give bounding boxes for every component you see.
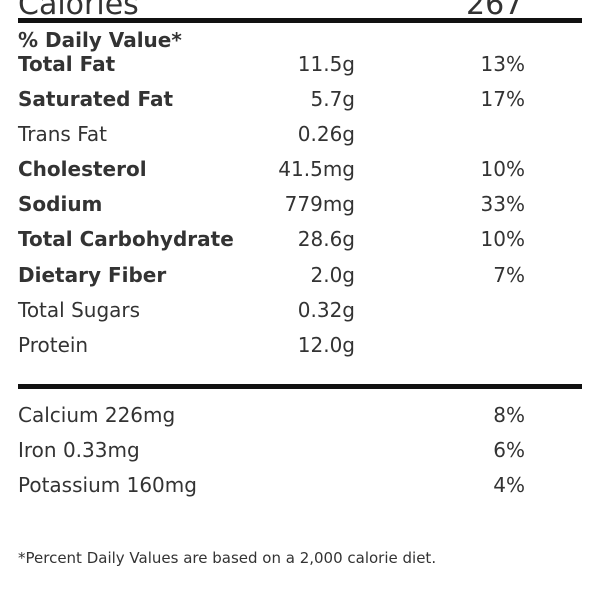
nutrient-name: Dietary Fiber — [18, 262, 167, 287]
calories-row: Calories 267 — [18, 0, 582, 22]
nutrient-name: Total Carbohydrate — [18, 227, 234, 252]
nutrient-daily-value: 7% — [493, 262, 525, 287]
nutrient-row-dietary-fiber: Dietary Fiber 2.0g 7% — [18, 261, 582, 296]
nutrient-amount: 12.0g — [297, 332, 355, 357]
top-divider — [18, 18, 582, 23]
nutrient-daily-value: 13% — [480, 52, 525, 76]
nutrient-row-total-carbohydrate: Total Carbohydrate 28.6g 10% — [18, 225, 582, 260]
mineral-name: Iron 0.33mg — [18, 438, 140, 463]
mineral-daily-value: 6% — [493, 438, 525, 463]
nutrient-amount: 0.26g — [297, 122, 355, 147]
daily-value-header: % Daily Value* — [18, 28, 182, 52]
mineral-daily-value: 8% — [493, 403, 525, 427]
nutrient-name: Total Sugars — [18, 297, 141, 322]
nutrient-row-total-sugars: Total Sugars 0.32g — [18, 296, 582, 331]
nutrient-list: Total Fat 11.5g 13% Saturated Fat 5.7g 1… — [18, 50, 582, 366]
mineral-row-potassium: Potassium 160mg 4% — [18, 471, 582, 506]
nutrient-row-trans-fat: Trans Fat 0.26g — [18, 120, 582, 155]
nutrient-row-total-fat: Total Fat 11.5g 13% — [18, 50, 582, 85]
nutrient-row-saturated-fat: Saturated Fat 5.7g 17% — [18, 85, 582, 120]
nutrient-daily-value: 10% — [480, 227, 525, 252]
nutrient-amount: 41.5mg — [278, 157, 355, 182]
mineral-row-iron: Iron 0.33mg 6% — [18, 436, 582, 471]
section-divider — [18, 384, 582, 389]
nutrient-daily-value: 17% — [480, 87, 525, 112]
mineral-row-calcium: Calcium 226mg 8% — [18, 401, 582, 436]
calories-value: 267 — [466, 0, 524, 22]
mineral-name: Calcium 226mg — [18, 403, 176, 427]
nutrient-row-sodium: Sodium 779mg 33% — [18, 190, 582, 225]
calories-label: Calories — [18, 0, 139, 22]
nutrient-name: Cholesterol — [18, 157, 147, 182]
nutrient-amount: 28.6g — [297, 227, 355, 252]
mineral-name: Potassium 160mg — [18, 473, 197, 498]
nutrient-row-cholesterol: Cholesterol 41.5mg 10% — [18, 155, 582, 190]
nutrient-daily-value: 10% — [480, 157, 525, 182]
nutrient-amount: 11.5g — [297, 52, 355, 76]
nutrient-name: Protein — [18, 332, 89, 357]
mineral-list: Calcium 226mg 8% Iron 0.33mg 6% Potassiu… — [18, 401, 582, 506]
nutrient-row-protein: Protein 12.0g — [18, 331, 582, 366]
mineral-daily-value: 4% — [493, 473, 525, 498]
nutrient-amount: 779mg — [284, 192, 355, 217]
nutrient-amount: 2.0g — [310, 262, 355, 287]
nutrient-name: Saturated Fat — [18, 87, 174, 112]
nutrient-name: Total Fat — [18, 52, 116, 76]
nutrient-daily-value: 33% — [480, 192, 525, 217]
nutrient-name: Trans Fat — [18, 122, 107, 147]
nutrient-name: Sodium — [18, 192, 103, 217]
daily-value-footnote: *Percent Daily Values are based on a 2,0… — [18, 549, 437, 567]
nutrient-amount: 5.7g — [310, 87, 355, 112]
nutrient-amount: 0.32g — [297, 297, 355, 322]
